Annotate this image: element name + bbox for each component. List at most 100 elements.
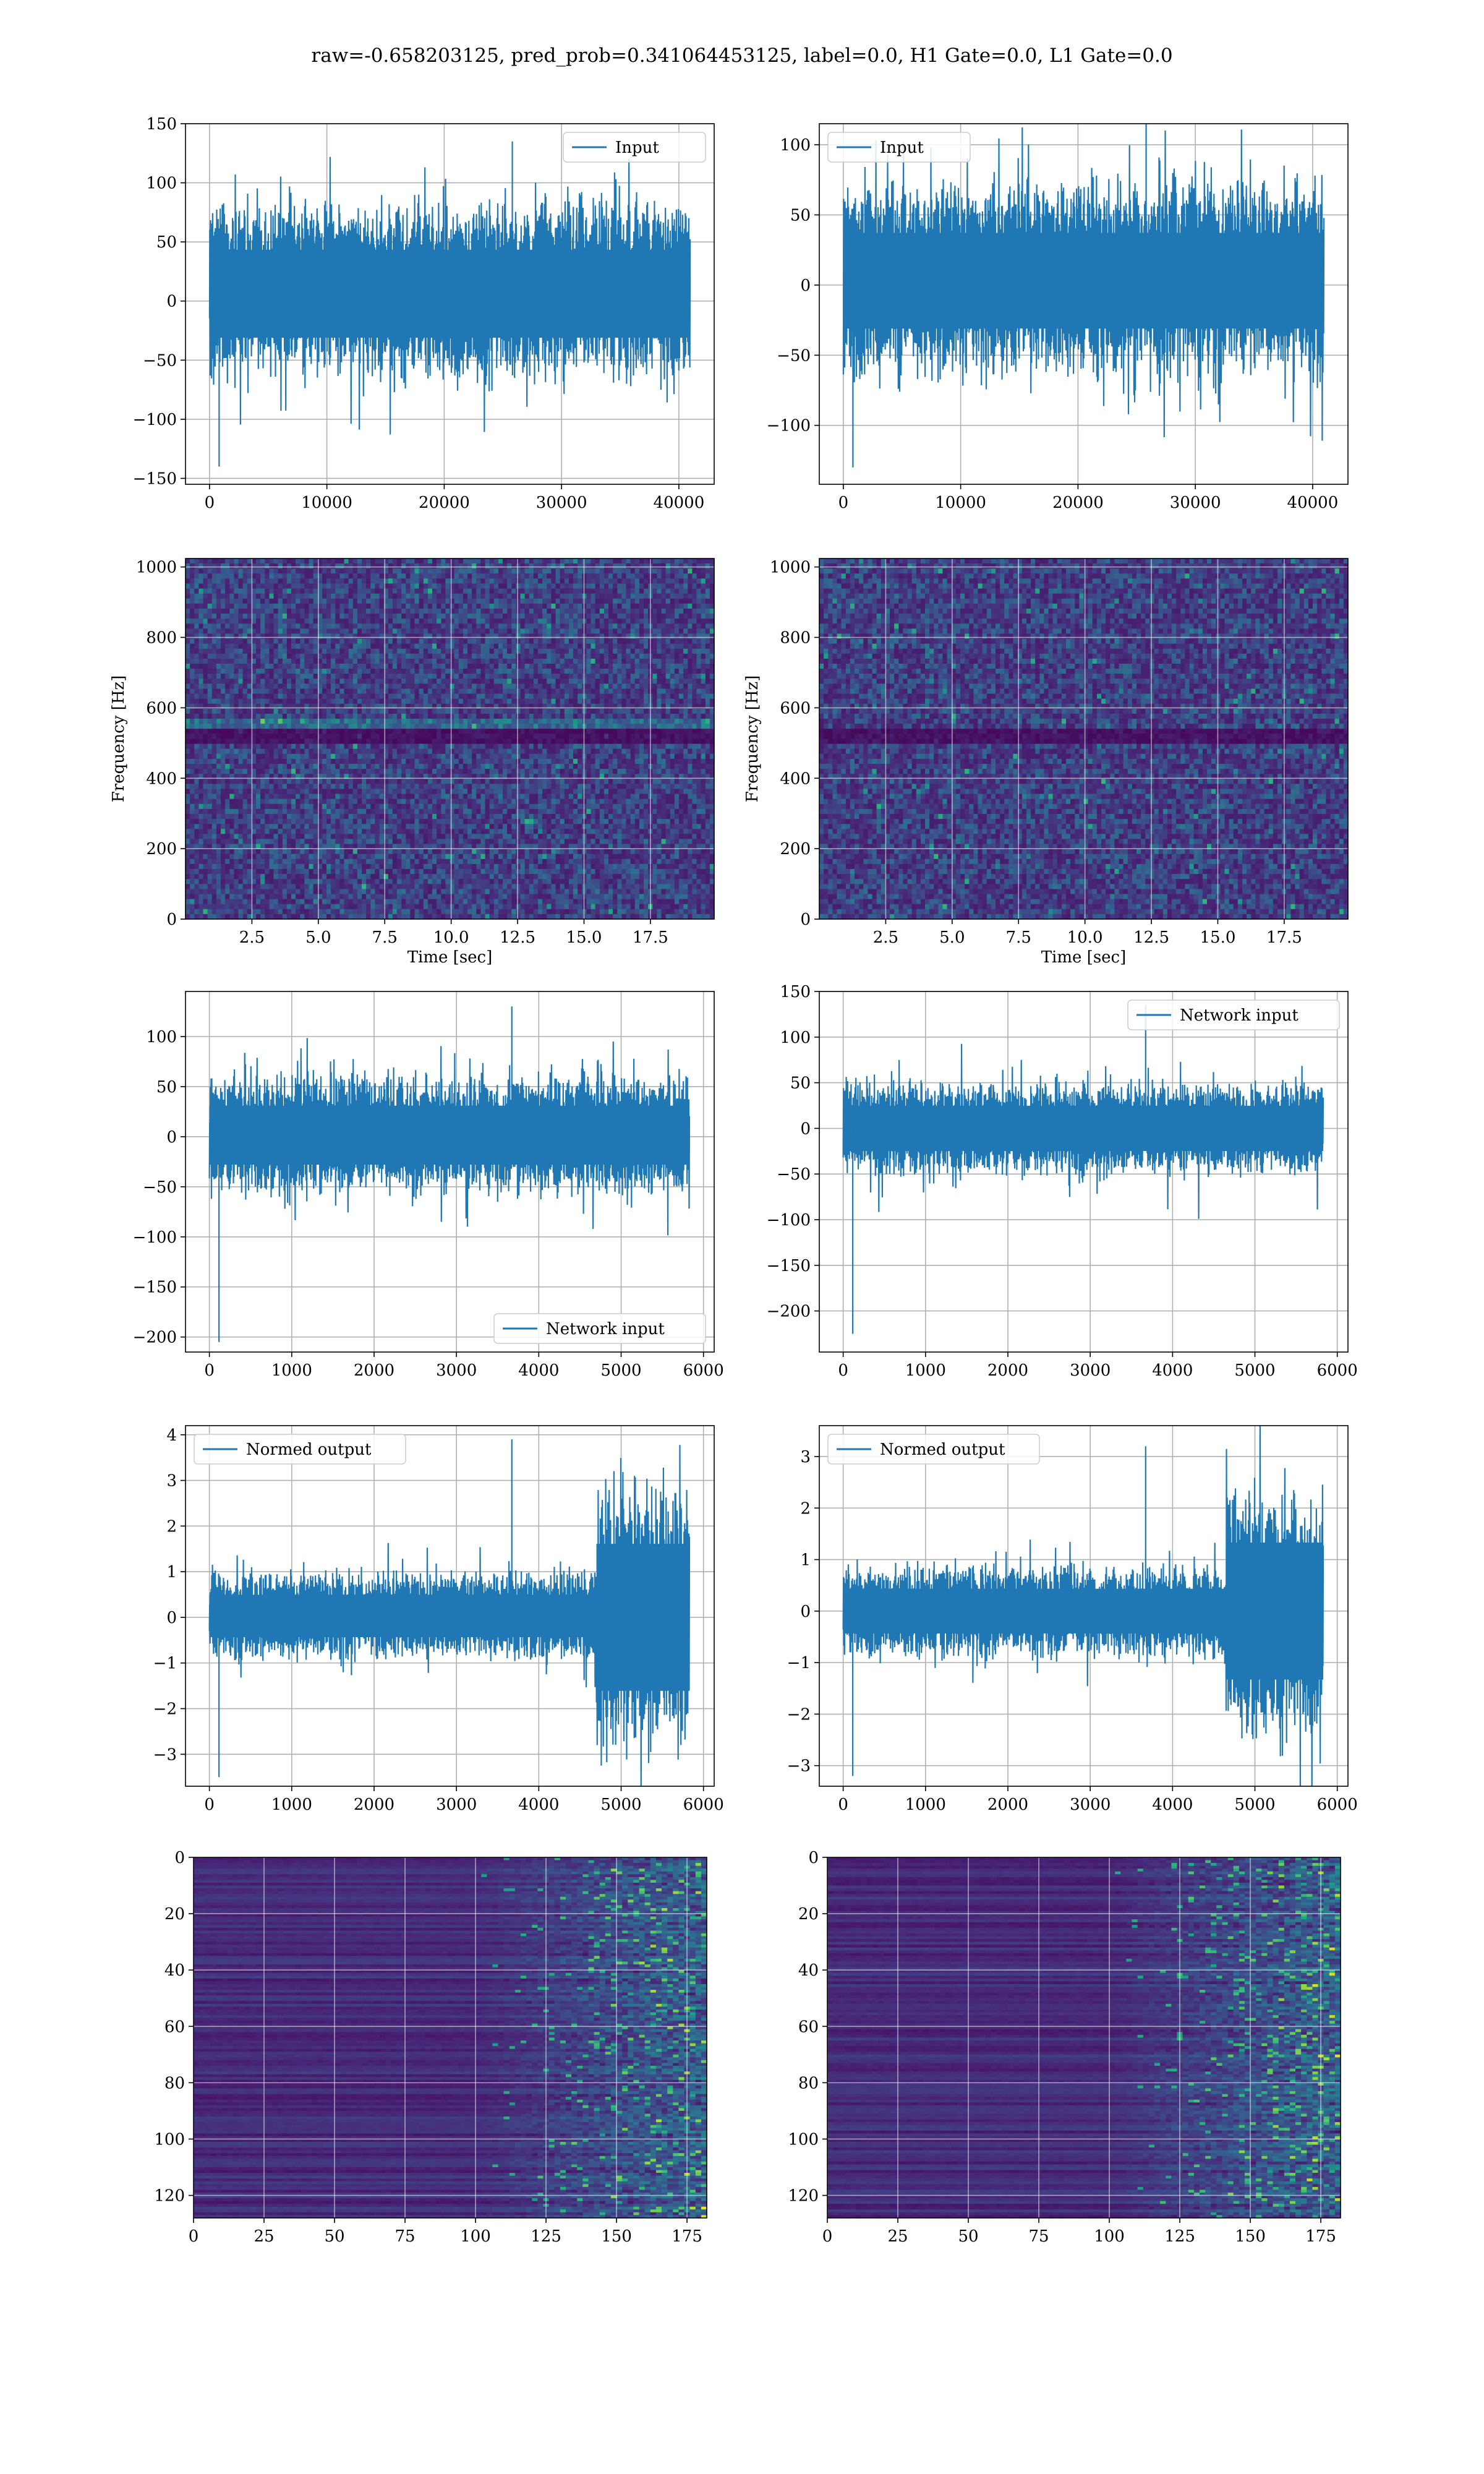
y-tick-label: 2 — [166, 1517, 177, 1536]
y-tick-label: 0 — [166, 1128, 177, 1147]
x-tick-label: 17.5 — [633, 928, 668, 947]
x-tick-label: 3000 — [436, 1361, 477, 1380]
y-tick-label: 100 — [154, 2130, 185, 2149]
x-tick-label: 175 — [1305, 2227, 1336, 2246]
y-tick-label: 0 — [174, 1849, 185, 1867]
axes-frame — [185, 558, 715, 920]
x-tick-label: 4000 — [518, 1361, 559, 1380]
x-tick-label: 15.0 — [1200, 928, 1236, 947]
x-tick-label: 3000 — [1070, 1361, 1111, 1380]
x-tick-label: 20000 — [419, 494, 470, 512]
y-tick-label: −100 — [133, 411, 177, 429]
y-tick-label: 400 — [146, 769, 177, 788]
plot-area-p8 — [819, 1426, 1348, 1786]
y-tick-label: −50 — [777, 346, 811, 365]
x-tick-label: 4000 — [1152, 1361, 1193, 1380]
x-tick-label: 40000 — [1287, 494, 1339, 512]
x-tick-label: 3000 — [1070, 1796, 1111, 1814]
x-tick-label: 1000 — [905, 1361, 946, 1380]
axes-frame — [819, 991, 1349, 1353]
y-tick-label: 100 — [788, 2130, 819, 2149]
y-tick-label: 1 — [166, 1563, 177, 1582]
y-tick-label: −150 — [767, 1257, 811, 1275]
y-tick-label: 800 — [780, 629, 811, 648]
chart-p10: 0 25 50 75 100 125 150 175 0 20 40 60 80 100 120 — [788, 1849, 1341, 2246]
x-tick-label: 1000 — [271, 1796, 312, 1814]
legend-label: Input — [615, 139, 659, 157]
y-tick-label: 60 — [164, 2018, 185, 2036]
plot-area-p2 — [819, 124, 1348, 484]
chart-p4: 2.5 5.0 7.5 10.0 12.5 15.0 17.5 0 200 400 600 800 10… — [743, 558, 1349, 967]
y-tick-label: 40 — [798, 1961, 819, 1980]
x-tick-label: 0 — [204, 1796, 215, 1814]
y-tick-label: 200 — [780, 840, 811, 858]
plot-area-p10 — [827, 1857, 1341, 2218]
x-tick-label: 1000 — [271, 1361, 312, 1380]
series-band — [209, 249, 691, 338]
axes-frame — [185, 123, 715, 485]
x-tick-label: 15.0 — [566, 928, 602, 947]
y-tick-label: 4 — [166, 1426, 177, 1445]
x-tick-label: 20000 — [1052, 494, 1104, 512]
plot-area-p7 — [186, 1426, 714, 1786]
x-tick-label: 7.5 — [372, 928, 398, 947]
y-tick-label: 1000 — [770, 559, 811, 577]
y-tick-label: 800 — [146, 629, 177, 648]
x-tick-label: 40000 — [654, 494, 705, 512]
x-tick-label: 50 — [324, 2227, 344, 2246]
y-tick-label: 600 — [780, 699, 811, 717]
x-tick-label: 5000 — [1234, 1361, 1275, 1380]
x-tick-label: 50 — [958, 2227, 978, 2246]
x-tick-label: 150 — [601, 2227, 632, 2246]
chart-p1: Input 0 10000 20000 30000 40000 −150 −100 −50 0 50… — [133, 115, 715, 512]
legend-label: Input — [880, 139, 924, 157]
y-tick-label: 100 — [146, 1028, 177, 1047]
x-tick-label: 75 — [1028, 2227, 1049, 2246]
y-tick-label: 150 — [146, 115, 177, 134]
plot-area-p6 — [819, 991, 1348, 1352]
y-tick-label: 100 — [780, 136, 811, 155]
axes-frame — [193, 1857, 707, 2219]
x-tick-label: 4000 — [1152, 1796, 1193, 1814]
x-tick-label: 125 — [531, 2227, 561, 2246]
y-tick-label: 0 — [800, 1603, 811, 1621]
x-tick-label: 0 — [204, 1361, 215, 1380]
series-band — [209, 1105, 690, 1165]
y-tick-label: 80 — [164, 2074, 185, 2092]
y-tick-label: −50 — [143, 351, 177, 370]
y-tick-label: 50 — [156, 233, 177, 252]
y-tick-label: −3 — [787, 1757, 811, 1776]
y-tick-label: −2 — [153, 1700, 177, 1719]
y-tick-label: 60 — [798, 2018, 819, 2036]
axes-frame — [185, 991, 715, 1353]
legend: Normed output — [194, 1434, 406, 1465]
y-tick-label: −50 — [777, 1165, 811, 1184]
y-tick-label: −200 — [767, 1303, 811, 1321]
x-tick-label: 2000 — [987, 1361, 1028, 1380]
x-tick-label: 5000 — [1234, 1796, 1275, 1814]
x-tick-label: 6000 — [683, 1361, 724, 1380]
x-tick-label: 30000 — [1170, 494, 1221, 512]
y-tick-label: −3 — [153, 1745, 177, 1764]
x-tick-label: 7.5 — [1006, 928, 1031, 947]
y-tick-label: 600 — [146, 699, 177, 717]
plot-area-p1 — [186, 124, 714, 484]
legend-label: Network input — [1180, 1006, 1298, 1025]
plot-area-p4 — [819, 559, 1348, 919]
y-tick-label: 80 — [798, 2074, 819, 2092]
y-tick-label: 20 — [164, 1905, 185, 1924]
y-tick-label: 0 — [800, 276, 811, 295]
y-tick-label: 3 — [800, 1448, 811, 1466]
x-tick-label: 12.5 — [1133, 928, 1169, 947]
y-tick-label: 20 — [798, 1905, 819, 1924]
legend: Network input — [493, 1313, 706, 1344]
x-tick-label: 0 — [838, 1796, 848, 1814]
y-tick-label: −2 — [787, 1705, 811, 1724]
x-tick-label: 100 — [1094, 2227, 1125, 2246]
x-tick-label: 6000 — [683, 1796, 724, 1814]
y-tick-label: 100 — [780, 1029, 811, 1047]
x-tick-label: 2000 — [354, 1361, 394, 1380]
x-tick-label: 17.5 — [1266, 928, 1302, 947]
